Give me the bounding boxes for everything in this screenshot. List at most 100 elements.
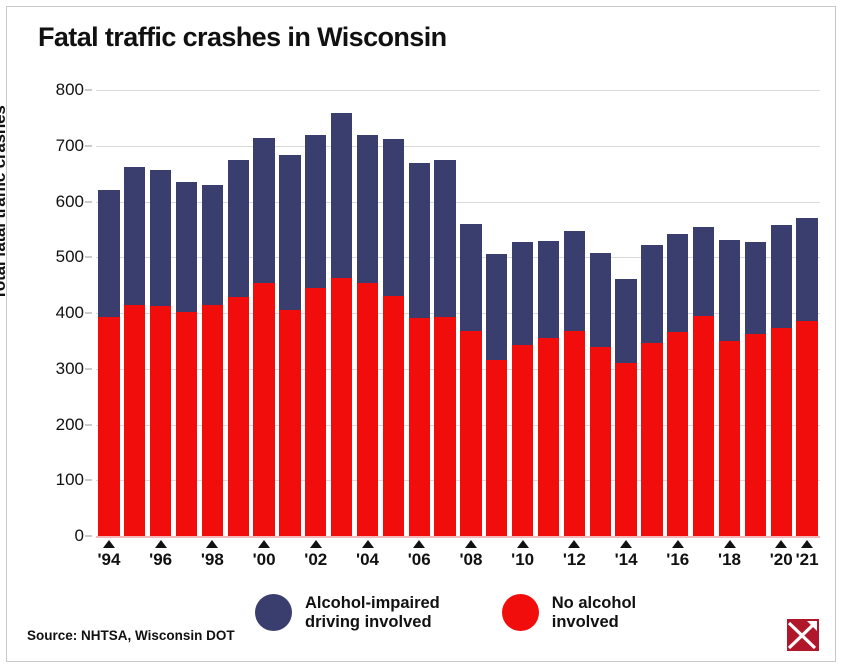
y-axis-tick-label: 800 bbox=[55, 80, 84, 99]
bar-group[interactable] bbox=[149, 90, 172, 536]
bar-group[interactable] bbox=[434, 90, 456, 536]
bar-group[interactable] bbox=[279, 90, 301, 536]
bar-segment-alcohol-impaired[interactable] bbox=[382, 139, 405, 296]
bar-group[interactable] bbox=[408, 90, 430, 536]
bar-group[interactable] bbox=[744, 90, 767, 536]
bar-series-container bbox=[96, 90, 820, 536]
bar-segment-alcohol-impaired[interactable] bbox=[460, 224, 482, 331]
bar-segment-no-alcohol[interactable] bbox=[124, 304, 146, 536]
bar-group[interactable] bbox=[796, 90, 818, 536]
bar-group[interactable] bbox=[382, 90, 405, 536]
bar-segment-no-alcohol[interactable] bbox=[279, 310, 301, 536]
bar-segment-alcohol-impaired[interactable] bbox=[615, 279, 637, 363]
bar-segment-alcohol-impaired[interactable] bbox=[641, 245, 663, 344]
bar-group[interactable] bbox=[563, 90, 586, 536]
page-border bbox=[6, 6, 836, 662]
y-axis-tick-labels: 0 100 200 300 400 500 600 700 800 bbox=[36, 80, 92, 545]
bar-segment-no-alcohol[interactable] bbox=[615, 362, 637, 536]
x-axis-tick-label: '06 bbox=[407, 550, 431, 569]
bar-segment-alcohol-impaired[interactable] bbox=[279, 155, 301, 311]
bar-segment-alcohol-impaired[interactable] bbox=[770, 224, 792, 328]
bar-group[interactable] bbox=[537, 90, 560, 536]
bar-group[interactable] bbox=[511, 90, 534, 536]
bar-segment-alcohol-impaired[interactable] bbox=[589, 253, 611, 348]
bar-segment-alcohol-impaired[interactable] bbox=[408, 162, 430, 319]
bar-segment-no-alcohol[interactable] bbox=[692, 315, 715, 536]
bar-group[interactable] bbox=[253, 90, 275, 536]
bar-segment-alcohol-impaired[interactable] bbox=[227, 159, 249, 298]
bar-group[interactable] bbox=[98, 90, 120, 536]
bar-segment-no-alcohol[interactable] bbox=[537, 337, 560, 536]
bar-segment-no-alcohol[interactable] bbox=[356, 282, 379, 536]
bar-segment-alcohol-impaired[interactable] bbox=[718, 239, 741, 342]
bar-segment-alcohol-impaired[interactable] bbox=[486, 254, 508, 361]
bar-group[interactable] bbox=[718, 90, 741, 536]
bar-group[interactable] bbox=[227, 90, 249, 536]
bar-segment-alcohol-impaired[interactable] bbox=[175, 182, 198, 313]
bar-segment-no-alcohol[interactable] bbox=[770, 327, 792, 536]
bar-segment-alcohol-impaired[interactable] bbox=[667, 233, 689, 332]
bar-group[interactable] bbox=[356, 90, 379, 536]
y-axis-tick-label: 600 bbox=[55, 191, 84, 211]
bar-segment-no-alcohol[interactable] bbox=[796, 320, 818, 536]
y-axis-tick-mark bbox=[85, 201, 92, 202]
bar-group[interactable] bbox=[667, 90, 689, 536]
bar-group[interactable] bbox=[124, 90, 146, 536]
bar-segment-alcohol-impaired[interactable] bbox=[511, 241, 534, 345]
bar-segment-no-alcohol[interactable] bbox=[175, 312, 198, 536]
bar-group[interactable] bbox=[460, 90, 482, 536]
bar-segment-alcohol-impaired[interactable] bbox=[124, 166, 146, 305]
bar-group[interactable] bbox=[175, 90, 198, 536]
bar-segment-alcohol-impaired[interactable] bbox=[744, 242, 767, 334]
bar-segment-no-alcohol[interactable] bbox=[667, 331, 689, 536]
x-axis-tick-marker bbox=[206, 540, 219, 548]
bar-segment-no-alcohol[interactable] bbox=[718, 341, 741, 536]
bar-segment-alcohol-impaired[interactable] bbox=[201, 184, 224, 305]
bar-segment-no-alcohol[interactable] bbox=[149, 305, 172, 536]
bar-segment-alcohol-impaired[interactable] bbox=[563, 230, 586, 331]
bar-group[interactable] bbox=[641, 90, 663, 536]
bar-segment-no-alcohol[interactable] bbox=[253, 282, 275, 536]
y-axis-tick-mark bbox=[85, 424, 92, 425]
x-axis-tick-marker bbox=[801, 540, 814, 548]
bar-segment-no-alcohol[interactable] bbox=[563, 330, 586, 536]
bar-segment-no-alcohol[interactable] bbox=[201, 304, 224, 536]
gridline bbox=[96, 90, 820, 91]
bar-group[interactable] bbox=[589, 90, 611, 536]
x-axis-tick-label: '08 bbox=[459, 550, 483, 569]
bar-segment-no-alcohol[interactable] bbox=[460, 330, 482, 536]
bar-segment-alcohol-impaired[interactable] bbox=[356, 134, 379, 283]
bar-segment-no-alcohol[interactable] bbox=[434, 316, 456, 536]
gridline bbox=[96, 424, 820, 426]
bar-segment-alcohol-impaired[interactable] bbox=[692, 227, 715, 316]
bar-segment-alcohol-impaired[interactable] bbox=[330, 112, 353, 278]
bar-segment-alcohol-impaired[interactable] bbox=[434, 159, 456, 317]
bar-segment-alcohol-impaired[interactable] bbox=[796, 218, 818, 321]
bar-segment-alcohol-impaired[interactable] bbox=[253, 137, 275, 283]
bar-segment-no-alcohol[interactable] bbox=[305, 287, 327, 536]
bar-group[interactable] bbox=[615, 90, 637, 536]
bar-group[interactable] bbox=[692, 90, 715, 536]
gridline bbox=[96, 368, 820, 370]
bar-segment-no-alcohol[interactable] bbox=[589, 347, 611, 536]
y-axis-tick-mark bbox=[85, 312, 92, 314]
bar-segment-no-alcohol[interactable] bbox=[511, 344, 534, 536]
bar-group[interactable] bbox=[305, 90, 327, 536]
bar-segment-alcohol-impaired[interactable] bbox=[537, 240, 560, 338]
page-title: Fatal traffic crashes in Wisconsin bbox=[38, 22, 447, 52]
bar-segment-no-alcohol[interactable] bbox=[641, 343, 663, 536]
bar-segment-no-alcohol[interactable] bbox=[408, 318, 430, 536]
bar-group[interactable] bbox=[770, 90, 792, 536]
bar-segment-alcohol-impaired[interactable] bbox=[149, 169, 172, 306]
bar-segment-no-alcohol[interactable] bbox=[98, 316, 120, 536]
bar-segment-no-alcohol[interactable] bbox=[227, 297, 249, 536]
bar-group[interactable] bbox=[330, 90, 353, 536]
bar-group[interactable] bbox=[201, 90, 224, 536]
bar-segment-no-alcohol[interactable] bbox=[744, 333, 767, 536]
bar-segment-no-alcohol[interactable] bbox=[382, 295, 405, 536]
bar-group[interactable] bbox=[486, 90, 508, 536]
bar-segment-alcohol-impaired[interactable] bbox=[305, 135, 327, 288]
bar-segment-no-alcohol[interactable] bbox=[330, 277, 353, 536]
bar-segment-no-alcohol[interactable] bbox=[486, 360, 508, 536]
bar-segment-alcohol-impaired[interactable] bbox=[98, 190, 120, 317]
